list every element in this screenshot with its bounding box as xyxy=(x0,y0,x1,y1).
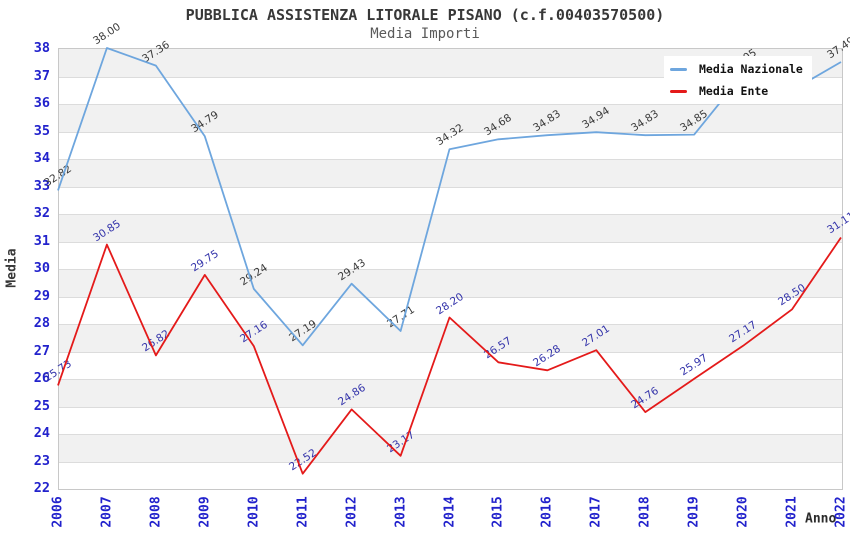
gridline xyxy=(59,379,842,380)
y-tick-label: 38 xyxy=(33,40,50,56)
y-tick-label: 26 xyxy=(33,370,50,386)
gridline xyxy=(59,296,842,298)
y-tick-label: 23 xyxy=(33,452,50,469)
y-tick-label: 28 xyxy=(33,315,50,331)
series-lines xyxy=(57,47,842,475)
x-tick-label-2015: 2015 xyxy=(490,496,506,528)
y-tick-label: 24 xyxy=(33,425,50,441)
x-tick-label-2012: 2012 xyxy=(344,496,360,528)
gridline xyxy=(59,186,842,188)
y-tick-label: 34 xyxy=(33,150,50,166)
y-tick-label: 27 xyxy=(33,342,50,359)
grid-band xyxy=(59,324,842,352)
gridline xyxy=(59,241,842,243)
x-axis-title: Anno xyxy=(805,511,837,527)
x-tick-label-2021: 2021 xyxy=(784,496,800,528)
x-tick-label-2008: 2008 xyxy=(148,496,164,528)
x-tick-label-2014: 2014 xyxy=(442,496,457,528)
gridline xyxy=(59,434,842,435)
y-tick-label: 31 xyxy=(33,232,50,249)
grid-band xyxy=(59,379,842,407)
y-tick-label: 29 xyxy=(33,287,50,304)
x-tick-label-2018: 2018 xyxy=(637,496,653,528)
series-line-media-ente xyxy=(57,236,842,475)
legend-label: Media Nazionale xyxy=(699,62,803,76)
gridline xyxy=(59,104,842,105)
grid-band xyxy=(59,214,842,242)
x-tick-label-2013: 2013 xyxy=(393,496,409,528)
grid-band xyxy=(59,269,842,297)
y-tick-label: 37 xyxy=(33,67,50,84)
gridline xyxy=(59,406,842,408)
x-tick-label-2020: 2020 xyxy=(735,496,751,528)
series-line-media-nazionale xyxy=(57,47,842,347)
x-tick-label-2006: 2006 xyxy=(50,496,66,528)
gridline xyxy=(59,351,842,353)
x-tick-label-2017: 2017 xyxy=(588,496,604,528)
legend-item-media-ente: Media Ente xyxy=(670,84,812,98)
gridline xyxy=(59,324,842,325)
legend-swatch-icon xyxy=(670,89,687,93)
grid-band xyxy=(59,159,842,187)
plot-area xyxy=(58,48,843,490)
legend-label: Media Ente xyxy=(699,84,769,98)
x-tick-label-2010: 2010 xyxy=(246,496,262,528)
y-tick-label: 35 xyxy=(33,122,50,139)
x-tick-label-2007: 2007 xyxy=(99,496,115,528)
grid-band xyxy=(59,104,842,132)
x-tick-label-2019: 2019 xyxy=(686,496,702,528)
gridline xyxy=(59,131,842,133)
y-tick-label: 36 xyxy=(33,95,50,111)
y-tick-label: 25 xyxy=(33,397,50,414)
legend: Media Nazionale Media Ente xyxy=(664,56,812,104)
x-tick-label-2011: 2011 xyxy=(295,496,311,528)
gridline xyxy=(59,76,842,78)
grid-band xyxy=(59,434,842,462)
y-tick-label: 30 xyxy=(33,260,50,276)
y-tick-label: 33 xyxy=(33,177,50,194)
legend-item-media-nazionale: Media Nazionale xyxy=(670,62,812,76)
chart-subtitle: Media Importi xyxy=(370,26,480,42)
x-tick-label-2022: 2022 xyxy=(833,496,849,528)
gridline xyxy=(59,159,842,160)
y-tick-label: 22 xyxy=(33,480,50,496)
gridline xyxy=(59,461,842,463)
y-tick-label: 32 xyxy=(33,205,50,221)
chart-title: PUBBLICA ASSISTENZA LITORALE PISANO (c.f… xyxy=(185,6,665,24)
legend-swatch-icon xyxy=(670,67,687,71)
gridline xyxy=(59,269,842,270)
gridline xyxy=(59,214,842,215)
x-tick-label-2016: 2016 xyxy=(539,496,555,528)
x-tick-label-2009: 2009 xyxy=(197,496,213,528)
